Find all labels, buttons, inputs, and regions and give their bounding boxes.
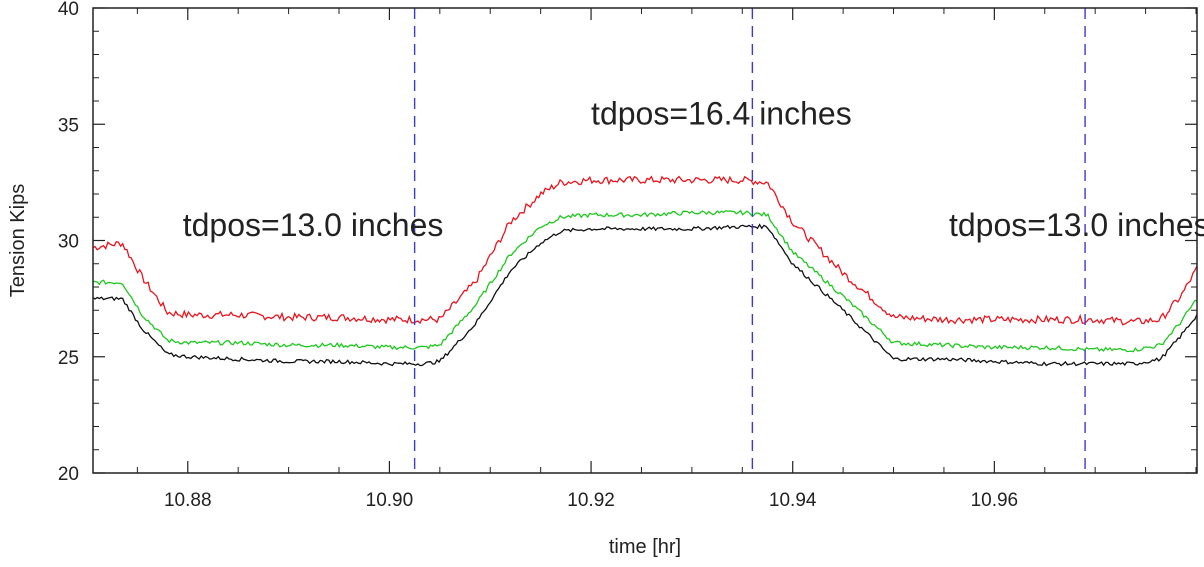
axis-ticks: 10.88 10.90 10.92 10.94 10.96 20 25 30 35 40 xyxy=(58,0,1197,511)
series-line-3 xyxy=(92,223,1198,367)
x-tick-label: 10.94 xyxy=(769,490,817,511)
y-tick-label: 20 xyxy=(58,464,79,485)
y-tick-label: 25 xyxy=(58,348,79,369)
y-tick-label: 40 xyxy=(58,0,79,20)
x-axis-label: time [hr] xyxy=(609,536,681,558)
annotations: tdpos=13.0 inches tdpos=16.4 inches tdpos=… xyxy=(183,95,1204,243)
series-line-1 xyxy=(92,175,1198,326)
vertical-markers xyxy=(413,8,1086,473)
annotation-tdpos-2: tdpos=16.4 inches xyxy=(591,95,852,131)
annotation-tdpos-1: tdpos=13.0 inches xyxy=(183,207,444,243)
x-tick-label: 10.96 xyxy=(971,490,1019,511)
series-layer xyxy=(92,175,1198,367)
x-tick-label: 10.88 xyxy=(164,490,212,511)
annotation-tdpos-3: tdpos=13.0 inches xyxy=(949,207,1204,243)
x-tick-label: 10.90 xyxy=(366,490,414,511)
y-tick-label: 35 xyxy=(58,115,79,136)
y-tick-label: 30 xyxy=(58,232,79,253)
y-axis-label: Tension Kips xyxy=(7,184,29,297)
series-line-2 xyxy=(92,209,1198,353)
x-tick-label: 10.92 xyxy=(567,490,615,511)
